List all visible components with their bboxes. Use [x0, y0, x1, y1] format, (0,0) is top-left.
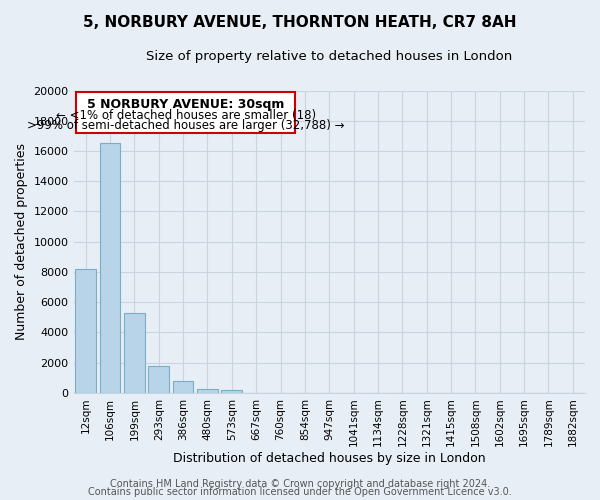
- Text: 5, NORBURY AVENUE, THORNTON HEATH, CR7 8AH: 5, NORBURY AVENUE, THORNTON HEATH, CR7 8…: [83, 15, 517, 30]
- Text: >99% of semi-detached houses are larger (32,788) →: >99% of semi-detached houses are larger …: [27, 120, 344, 132]
- Y-axis label: Number of detached properties: Number of detached properties: [15, 143, 28, 340]
- Text: Contains HM Land Registry data © Crown copyright and database right 2024.: Contains HM Land Registry data © Crown c…: [110, 479, 490, 489]
- Text: ← <1% of detached houses are smaller (18): ← <1% of detached houses are smaller (18…: [56, 110, 316, 122]
- Bar: [148, 366, 169, 393]
- Bar: [197, 388, 218, 393]
- Bar: [221, 390, 242, 393]
- Text: 5 NORBURY AVENUE: 30sqm: 5 NORBURY AVENUE: 30sqm: [87, 98, 284, 111]
- Bar: [76, 269, 96, 393]
- FancyBboxPatch shape: [76, 92, 295, 133]
- Text: Contains public sector information licensed under the Open Government Licence v3: Contains public sector information licen…: [88, 487, 512, 497]
- X-axis label: Distribution of detached houses by size in London: Distribution of detached houses by size …: [173, 452, 485, 465]
- Bar: [124, 312, 145, 393]
- Bar: [100, 144, 121, 393]
- Title: Size of property relative to detached houses in London: Size of property relative to detached ho…: [146, 50, 512, 63]
- Bar: [173, 382, 193, 393]
